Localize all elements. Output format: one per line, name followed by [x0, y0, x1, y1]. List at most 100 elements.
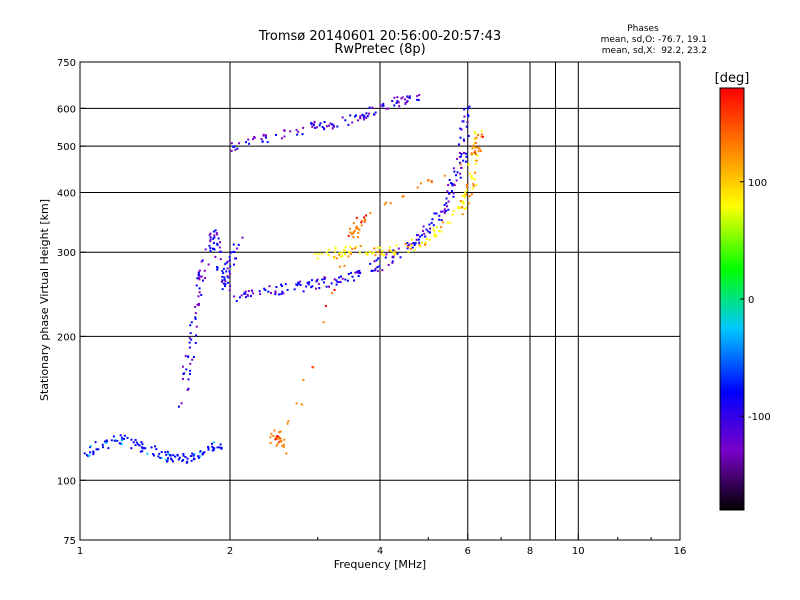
- data-point: [86, 454, 89, 457]
- data-point: [318, 287, 321, 290]
- data-point: [251, 292, 254, 295]
- data-point: [423, 232, 426, 235]
- data-point: [273, 429, 276, 432]
- data-point: [310, 123, 313, 126]
- data-point: [399, 256, 402, 259]
- data-point: [177, 405, 180, 408]
- data-point: [390, 249, 393, 252]
- data-point: [344, 278, 347, 281]
- data-point: [375, 259, 378, 262]
- data-point: [323, 120, 326, 123]
- data-point: [480, 133, 483, 136]
- data-point: [344, 253, 347, 256]
- data-point: [349, 252, 352, 255]
- data-point: [185, 461, 188, 464]
- data-point: [363, 115, 366, 118]
- stats-x-line: mean, sd,X: 92.2, 23.2: [602, 46, 707, 56]
- data-point: [397, 247, 400, 250]
- data-point: [219, 443, 222, 446]
- data-point: [112, 435, 115, 438]
- data-point: [379, 246, 382, 249]
- data-point: [167, 457, 170, 460]
- data-point: [102, 446, 105, 449]
- data-point: [366, 252, 369, 255]
- x-axis-label: Frequency [MHz]: [334, 558, 426, 571]
- data-point: [194, 312, 197, 315]
- colorbar-tick-label: 100: [748, 178, 767, 189]
- data-point: [406, 242, 409, 245]
- data-point: [445, 210, 448, 213]
- data-point: [418, 241, 421, 244]
- data-point: [232, 243, 235, 246]
- data-point: [164, 458, 167, 461]
- data-point: [192, 356, 195, 359]
- data-point: [457, 143, 460, 146]
- data-point: [474, 162, 477, 165]
- data-point: [374, 254, 377, 257]
- data-point: [121, 436, 124, 439]
- data-point: [313, 120, 316, 123]
- data-point: [417, 99, 420, 102]
- data-point: [357, 119, 360, 122]
- data-point: [474, 171, 477, 174]
- data-point: [187, 378, 190, 381]
- data-point: [335, 283, 338, 286]
- data-point: [339, 275, 342, 278]
- data-point: [438, 214, 441, 217]
- data-point: [314, 126, 317, 129]
- data-point: [197, 273, 200, 276]
- data-point: [472, 183, 475, 186]
- data-point: [212, 237, 215, 240]
- data-point: [244, 292, 247, 295]
- data-point: [270, 432, 273, 435]
- data-point: [411, 246, 414, 249]
- data-point: [401, 96, 404, 99]
- data-point: [153, 454, 156, 457]
- data-point: [198, 291, 201, 294]
- data-point: [466, 185, 469, 188]
- data-point: [455, 179, 458, 182]
- data-point: [223, 278, 226, 281]
- data-point: [462, 159, 465, 162]
- data-point: [281, 444, 284, 447]
- data-point: [470, 152, 473, 155]
- data-point: [216, 242, 219, 245]
- data-point: [234, 148, 237, 151]
- data-point: [407, 244, 410, 247]
- data-point: [213, 234, 216, 237]
- data-point: [475, 159, 478, 162]
- data-point: [295, 402, 298, 405]
- data-point: [376, 250, 379, 253]
- data-point: [155, 448, 158, 451]
- data-point: [457, 206, 460, 209]
- data-point: [334, 246, 337, 249]
- data-point: [462, 120, 465, 123]
- data-point: [422, 225, 425, 228]
- data-point: [407, 96, 410, 99]
- data-point: [188, 346, 191, 349]
- data-points: [83, 93, 484, 464]
- data-point: [194, 305, 197, 308]
- data-point: [321, 278, 324, 281]
- data-point: [440, 219, 443, 222]
- data-point: [248, 142, 251, 145]
- data-point: [101, 443, 104, 446]
- data-point: [203, 451, 206, 454]
- data-point: [428, 223, 431, 226]
- data-point: [186, 460, 189, 463]
- data-point: [463, 139, 466, 142]
- data-point: [198, 455, 201, 458]
- data-point: [447, 192, 450, 195]
- data-point: [474, 178, 477, 181]
- data-point: [416, 234, 419, 237]
- colorbar-label: [deg]: [715, 71, 750, 86]
- data-point: [274, 438, 277, 441]
- data-point: [236, 147, 239, 150]
- data-point: [165, 453, 168, 456]
- data-point: [419, 182, 422, 185]
- data-point: [460, 128, 463, 131]
- data-point: [406, 247, 409, 250]
- data-point: [232, 250, 235, 253]
- data-point: [197, 455, 200, 458]
